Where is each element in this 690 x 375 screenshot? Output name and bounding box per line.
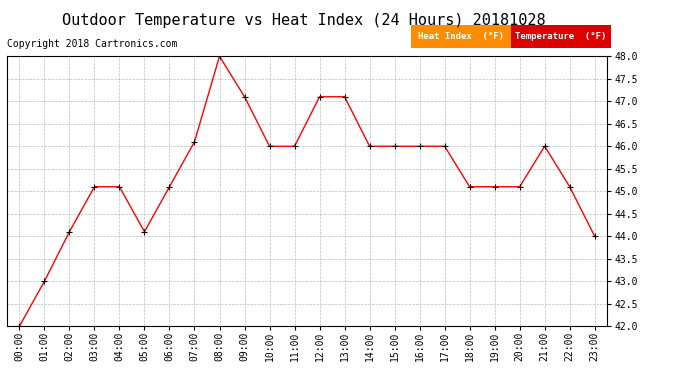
Text: Copyright 2018 Cartronics.com: Copyright 2018 Cartronics.com bbox=[7, 39, 177, 50]
Text: Heat Index  (°F): Heat Index (°F) bbox=[417, 32, 504, 41]
Text: Temperature  (°F): Temperature (°F) bbox=[515, 32, 607, 41]
Text: Outdoor Temperature vs Heat Index (24 Hours) 20181028: Outdoor Temperature vs Heat Index (24 Ho… bbox=[62, 13, 545, 28]
